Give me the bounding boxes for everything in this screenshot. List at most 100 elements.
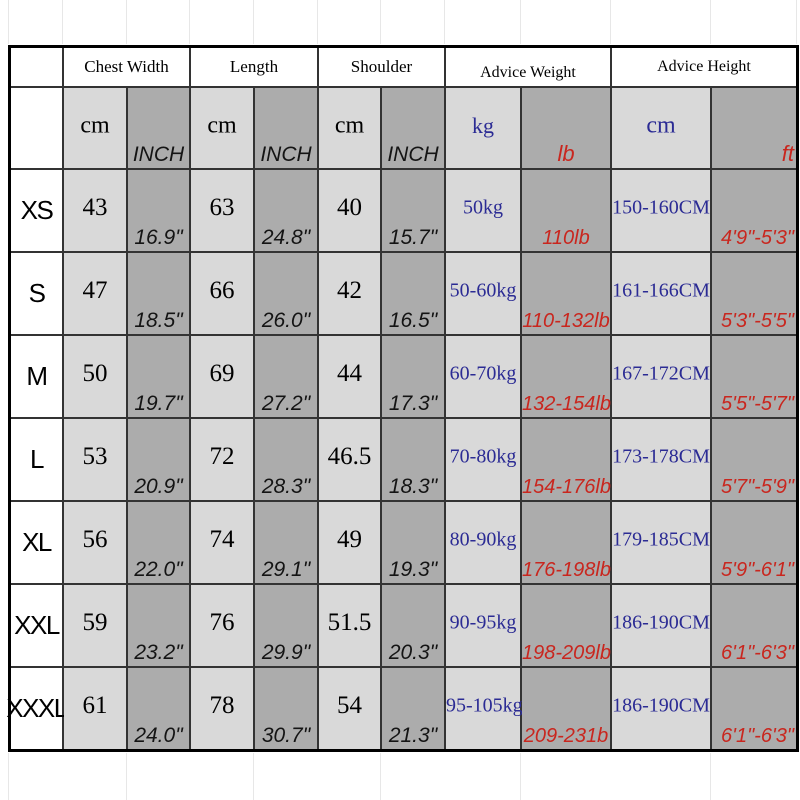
cell-value: 53	[82, 443, 108, 471]
length-cm-cell: 72	[191, 419, 253, 500]
cell-value: 56	[82, 526, 108, 554]
unit-shoulder-inch: INCH	[382, 88, 444, 168]
size-label-xs: XS	[11, 170, 62, 251]
height-ft-cell: 6'1"-6'3"	[712, 668, 796, 749]
gridline-stub	[253, 0, 254, 44]
weight-lb-cell: 198-209lb	[522, 585, 611, 666]
cell-value: 95-105kg	[446, 694, 523, 717]
height-ft-cell: 4'9"-5'3"	[712, 170, 796, 251]
chest-cm-cell: 43	[64, 170, 126, 251]
header-advice-height: Advice Height	[612, 48, 796, 86]
shoulder-inch-cell: 19.3"	[382, 502, 444, 583]
gridline-stub	[8, 753, 9, 800]
size-label-xxl: XXL	[11, 585, 62, 666]
cell-value: 49	[337, 526, 362, 554]
cell-value: 50	[82, 360, 108, 388]
cell-value: 29.1"	[261, 558, 311, 581]
height-cm-cell: 161-166CM	[612, 253, 710, 334]
cell-value: 20.9"	[134, 475, 183, 498]
height-cm-cell: 173-178CM	[612, 419, 710, 500]
cell-value: 186-190CM	[612, 611, 710, 634]
unit-label: kg	[472, 112, 494, 138]
cell-value: 179-185CM	[612, 528, 710, 551]
gridline-stub	[380, 0, 381, 44]
shoulder-cm-cell: 42	[319, 253, 380, 334]
length-inch-cell: 27.2"	[255, 336, 317, 417]
size-label-m: M	[11, 336, 62, 417]
length-cm-cell: 78	[191, 668, 253, 749]
height-cm-cell: 167-172CM	[612, 336, 710, 417]
cell-value: 22.0"	[134, 558, 183, 581]
cell-value: 198-209lb	[522, 642, 611, 664]
cell-value: 20.3"	[388, 641, 438, 664]
chest-cm-cell: 59	[64, 585, 126, 666]
unit-label: ft	[781, 141, 794, 166]
length-cm-cell: 69	[191, 336, 253, 417]
shoulder-cm-cell: 54	[319, 668, 380, 749]
unit-height-ft: ft	[712, 88, 796, 168]
cell-value: 24.8"	[261, 226, 311, 249]
cell-value: 44	[337, 360, 362, 388]
unit-label: INCH	[260, 143, 312, 166]
cell-value: 72	[209, 443, 235, 471]
unit-label: cm	[80, 112, 110, 139]
cell-value: 90-95kg	[449, 611, 517, 634]
height-cm-cell: 179-185CM	[612, 502, 710, 583]
length-inch-cell: 24.8"	[255, 170, 317, 251]
unit-label: cm	[646, 112, 676, 139]
cell-value: 154-176lb	[522, 476, 611, 498]
cell-value: 70-80kg	[449, 445, 517, 468]
gridline-stub	[62, 0, 63, 44]
gridline-stub	[610, 0, 611, 44]
gridline-stub	[710, 0, 711, 44]
gridline-stub	[253, 753, 254, 800]
unit-length-inch: INCH	[255, 88, 317, 168]
height-ft-cell: 5'5"-5'7"	[712, 336, 796, 417]
shoulder-inch-cell: 15.7"	[382, 170, 444, 251]
cell-value: 46.5	[327, 443, 372, 471]
unit-shoulder-cm: cm	[319, 88, 380, 168]
gridline-stub	[380, 753, 381, 800]
cell-value: 21.3"	[388, 724, 438, 747]
length-inch-cell: 29.1"	[255, 502, 317, 583]
cell-value: 59	[82, 609, 108, 637]
weight-kg-cell: 95-105kg	[446, 668, 523, 749]
shoulder-cm-cell: 51.5	[319, 585, 380, 666]
shoulder-inch-cell: 21.3"	[382, 668, 444, 749]
shoulder-cm-cell: 46.5	[319, 419, 380, 500]
cell-value: 66	[209, 277, 235, 305]
header-chest-width: Chest Width	[64, 48, 189, 86]
cell-value: 5'7"-5'9"	[721, 476, 794, 498]
weight-kg-cell: 70-80kg	[446, 419, 520, 500]
gridline-stub	[126, 753, 127, 800]
shoulder-inch-cell: 20.3"	[382, 585, 444, 666]
chest-inch-cell: 24.0"	[128, 668, 189, 749]
weight-kg-cell: 50-60kg	[446, 253, 520, 334]
cell-value: 19.7"	[134, 392, 183, 415]
weight-lb-cell: 176-198lb	[522, 502, 611, 583]
chest-cm-cell: 47	[64, 253, 126, 334]
unit-label: cm	[207, 112, 237, 139]
length-cm-cell: 63	[191, 170, 253, 251]
length-inch-cell: 30.7"	[255, 668, 317, 749]
cell-value: 19.3"	[388, 558, 438, 581]
unit-label: INCH	[387, 143, 439, 166]
chest-cm-cell: 61	[64, 668, 126, 749]
cell-value: 6'1"-6'3"	[721, 725, 794, 747]
label-column-header	[11, 88, 62, 168]
chest-cm-cell: 56	[64, 502, 126, 583]
cell-value: 209-231b	[523, 725, 609, 747]
cell-value: 50-60kg	[449, 279, 517, 302]
cell-value: 23.2"	[134, 641, 183, 664]
gridline-stub	[796, 0, 797, 44]
gridline-stub	[520, 753, 521, 800]
length-cm-cell: 74	[191, 502, 253, 583]
weight-kg-cell: 50kg	[446, 170, 520, 251]
shoulder-cm-cell: 44	[319, 336, 380, 417]
gridline-stub	[520, 0, 521, 44]
shoulder-inch-cell: 16.5"	[382, 253, 444, 334]
gridline-stub	[317, 0, 318, 44]
chest-inch-cell: 16.9"	[128, 170, 189, 251]
shoulder-cm-cell: 40	[319, 170, 380, 251]
shoulder-cm-cell: 49	[319, 502, 380, 583]
